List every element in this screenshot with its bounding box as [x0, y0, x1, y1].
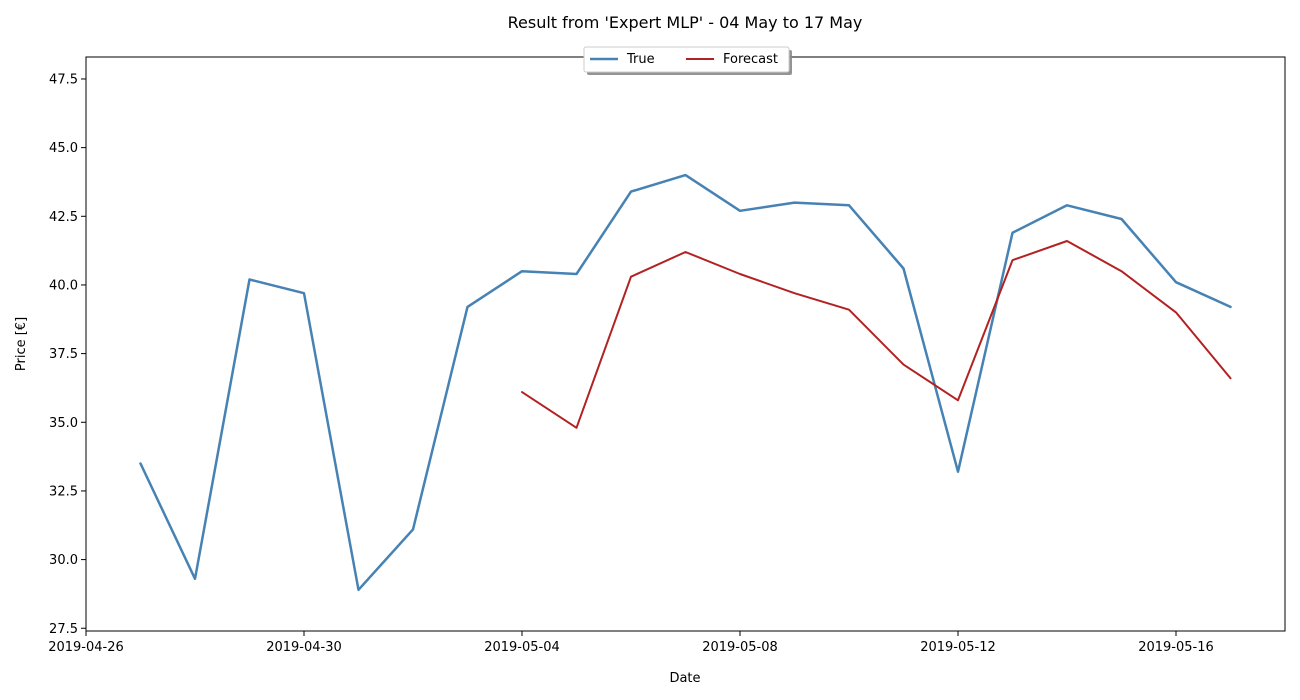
plot-area	[85, 56, 1286, 632]
y-tick-label: 32.5	[49, 484, 78, 499]
x-tick-label: 2019-05-04	[484, 640, 560, 655]
y-tick-label: 47.5	[49, 72, 78, 87]
y-tick-label: 37.5	[49, 347, 78, 362]
y-axis-title: Price [€]	[14, 317, 29, 371]
y-tick-label: 42.5	[49, 210, 78, 225]
legend-label-forecast: Forecast	[723, 52, 778, 67]
chart-title: Result from 'Expert MLP' - 04 May to 17 …	[508, 13, 863, 32]
y-axis: 27.5 30.0 32.5 35.0 37.5 40.0 42.5 45.0 47.5	[49, 72, 86, 637]
legend-label-true: True	[626, 52, 655, 67]
x-tick-label: 2019-05-08	[702, 640, 778, 655]
y-tick-label: 35.0	[49, 416, 78, 431]
y-tick-label: 45.0	[49, 141, 78, 156]
y-tick-label: 27.5	[49, 622, 78, 637]
x-axis: 2019-04-26 2019-04-30 2019-05-04 2019-05-08…	[48, 631, 1214, 655]
x-axis-title: Date	[669, 671, 700, 686]
x-tick-label: 2019-04-26	[48, 640, 124, 655]
legend: True Forecast	[583, 46, 792, 75]
x-tick-label: 2019-05-16	[1138, 640, 1214, 655]
series-line-forecast	[521, 240, 1232, 429]
series-layer	[139, 173, 1232, 592]
x-tick-label: 2019-05-12	[920, 640, 996, 655]
x-tick-label: 2019-04-30	[266, 640, 342, 655]
y-tick-label: 40.0	[49, 278, 78, 293]
y-tick-label: 30.0	[49, 553, 78, 568]
series-line-true	[139, 173, 1232, 592]
